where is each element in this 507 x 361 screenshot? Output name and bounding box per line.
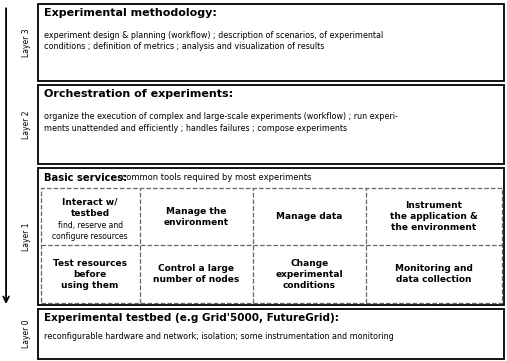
Text: Orchestration of experiments:: Orchestration of experiments: [44, 89, 233, 99]
Text: Manage the
environment: Manage the environment [164, 206, 229, 227]
Text: Change
experimental
conditions: Change experimental conditions [275, 259, 343, 290]
Text: Basic services:: Basic services: [44, 173, 127, 183]
Text: Interact w/
testbed: Interact w/ testbed [62, 197, 118, 218]
Text: Monitoring and
data collection: Monitoring and data collection [395, 264, 473, 284]
Bar [38, 168, 504, 305]
Bar [38, 4, 504, 81]
Text: Experimental methodology:: Experimental methodology: [44, 8, 217, 18]
Text: organize the execution of complex and large-scale experiments (workflow) ; run e: organize the execution of complex and la… [44, 112, 398, 133]
Text: reconfigurable hardware and network; isolation; some instrumentation and monitor: reconfigurable hardware and network; iso… [44, 332, 394, 341]
Text: Manage data: Manage data [276, 212, 343, 221]
Text: experiment design & planning (workflow) ; description of scenarios, of experimen: experiment design & planning (workflow) … [44, 31, 383, 52]
Bar [38, 85, 504, 164]
Text: Instrument
the application &
the environment: Instrument the application & the environ… [390, 201, 478, 232]
Text: common tools required by most experiments: common tools required by most experiment… [119, 173, 312, 182]
Text: Layer 1: Layer 1 [22, 222, 31, 251]
Bar [38, 309, 504, 359]
Text: find, reserve and
configure resources: find, reserve and configure resources [52, 221, 128, 241]
Text: Experimental testbed (e.g Grid'5000, FutureGrid):: Experimental testbed (e.g Grid'5000, Fut… [44, 313, 339, 323]
Text: Layer 0: Layer 0 [22, 319, 31, 348]
Text: Test resources
before
using them: Test resources before using them [53, 259, 127, 290]
Bar [41, 188, 502, 303]
Text: Layer 3: Layer 3 [22, 28, 31, 57]
Text: Control a large
number of nodes: Control a large number of nodes [153, 264, 239, 284]
Text: Layer 2: Layer 2 [22, 110, 31, 139]
